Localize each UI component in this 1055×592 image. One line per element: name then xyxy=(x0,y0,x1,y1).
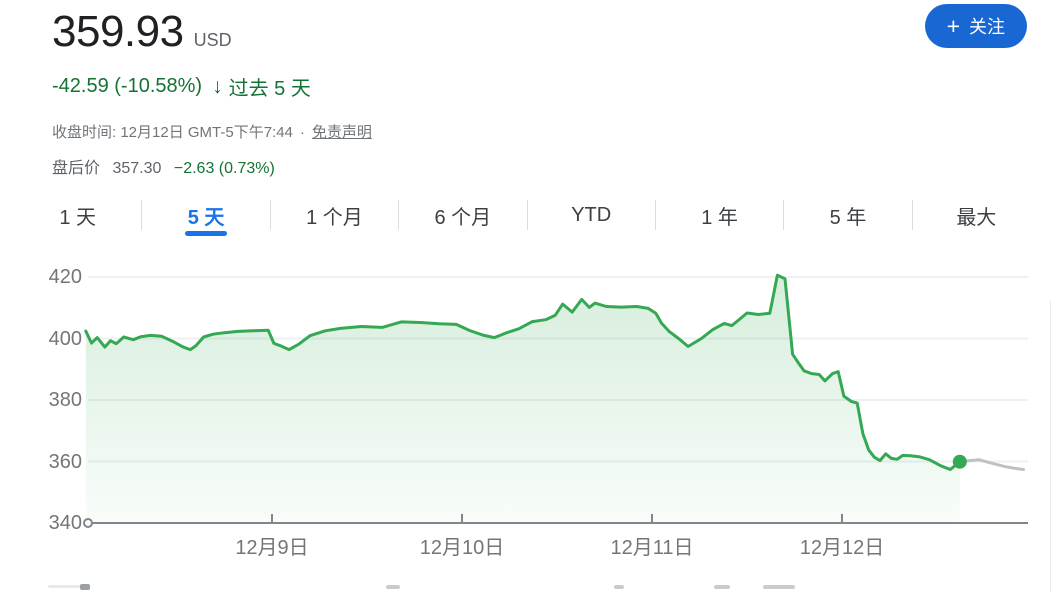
tab-最大[interactable]: 最大 xyxy=(956,206,997,229)
change-period-label: 过去 5 天 xyxy=(228,78,311,100)
tab-1年[interactable]: 1 年 xyxy=(701,206,738,229)
tab-divider xyxy=(269,200,271,230)
y-axis-label: 420 xyxy=(48,266,82,288)
follow-button[interactable]: + 关注 xyxy=(924,4,1027,48)
tab-5年[interactable]: 5 年 xyxy=(829,206,867,229)
tab-YTD[interactable]: YTD xyxy=(571,203,612,226)
tab-1天[interactable]: 1 天 xyxy=(59,206,97,229)
x-axis-label: 12月12日 xyxy=(799,537,885,559)
currency-label: USD xyxy=(193,30,232,50)
cropped-text-fragment xyxy=(48,585,84,588)
selected-tab-underline xyxy=(185,231,228,236)
after-hours-row: 盘后价 357.30 −2.63 (0.73%) xyxy=(52,154,372,178)
price-row: 359.93 USD xyxy=(52,6,372,58)
price-change-value: -42.59 (-10.58%) xyxy=(52,75,203,97)
after-hours-change: −2.63 (0.73%) xyxy=(173,160,275,177)
cropped-text-fragment xyxy=(763,585,795,589)
cropped-text-fragment xyxy=(714,585,730,589)
x-axis-label: 12月10日 xyxy=(419,537,505,559)
after-hours-label: 盘后价 xyxy=(52,160,101,177)
stock-price: 359.93 xyxy=(52,7,184,56)
arrow-down-icon: ↓ xyxy=(212,74,223,98)
disclaimer-link[interactable]: 免责声明 xyxy=(311,124,372,141)
tab-divider xyxy=(526,200,528,230)
quote-header: 359.93 USD -42.59 (-10.58%) ↓ 过去 5 天 收盘时… xyxy=(52,6,372,178)
close-time-text: 收盘时间: 12月12日 GMT-5下午7:44 xyxy=(52,124,293,141)
x-axis-label: 12月11日 xyxy=(610,537,694,559)
y-axis-label: 340 xyxy=(48,512,82,534)
tab-divider xyxy=(141,200,143,230)
cropped-text-fragment xyxy=(386,585,400,589)
series-line-after_hours xyxy=(958,458,1025,471)
tab-divider xyxy=(783,200,785,230)
y-axis-label: 400 xyxy=(48,327,82,350)
cropped-text-fragment xyxy=(614,585,624,589)
last-price-dot xyxy=(952,454,967,469)
tab-divider xyxy=(398,200,400,230)
area-fill xyxy=(85,275,960,523)
tab-1个月[interactable]: 1 个月 xyxy=(306,206,363,229)
x-axis-label: 12月9日 xyxy=(235,537,309,559)
tab-divider xyxy=(654,200,656,230)
close-time-row: 收盘时间: 12月12日 GMT-5下午7:44 · 免责声明 xyxy=(52,121,372,142)
tab-5天[interactable]: 5 天 xyxy=(142,192,269,238)
follow-button-label: 关注 xyxy=(969,17,1005,37)
after-hours-price: 357.30 xyxy=(112,160,162,177)
plus-icon: + xyxy=(946,12,960,39)
time-range-tabs: 1 天 5 天 1 个月 6 个月 YTD 1 年 5 年 最大 xyxy=(14,192,1040,238)
axis-endcap xyxy=(83,518,93,528)
cropped-text-fragment xyxy=(80,584,90,590)
page-edge-divider xyxy=(1050,300,1051,592)
y-axis-label: 360 xyxy=(48,450,82,473)
y-axis-label: 380 xyxy=(48,389,82,411)
dot-separator: · xyxy=(299,124,305,141)
series-line-regular_session xyxy=(84,273,962,471)
price-change-row: -42.59 (-10.58%) ↓ 过去 5 天 xyxy=(52,72,372,101)
tab-6个月[interactable]: 6 个月 xyxy=(434,206,492,229)
tab-divider xyxy=(911,200,913,230)
